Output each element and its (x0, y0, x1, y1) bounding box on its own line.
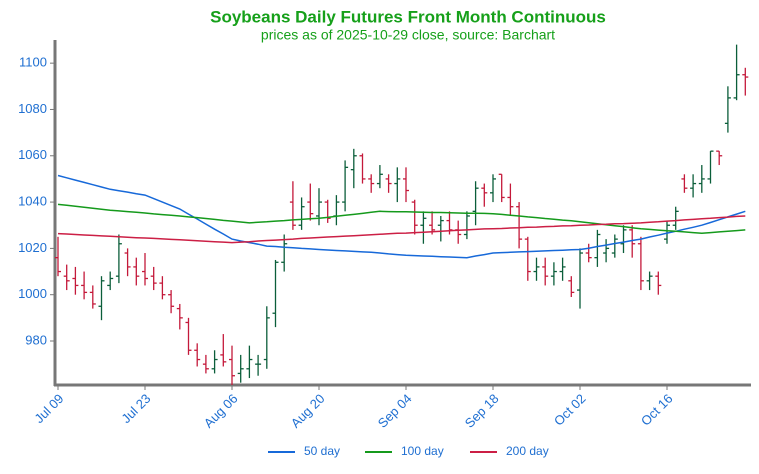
moving-average-line (57, 174, 746, 259)
chart-title: Soybeans Daily Futures Front Month Conti… (210, 7, 606, 26)
y-tick-label: 980 (25, 332, 47, 347)
y-tick-label: 1040 (18, 194, 47, 209)
legend-label: 200 day (506, 444, 549, 458)
y-tick-label: 1100 (19, 55, 47, 70)
x-tick-label: Jul 09 (31, 391, 66, 426)
moving-average-line (57, 215, 746, 244)
legend-label: 100 day (401, 444, 444, 458)
x-tick-label: Jul 23 (118, 391, 153, 426)
x-tick-label: Sep 18 (462, 391, 502, 431)
y-tick-label: 1080 (18, 101, 47, 116)
y-tick-label: 1020 (18, 240, 47, 255)
x-tick-label: Oct 02 (551, 391, 589, 429)
x-tick-label: Aug 06 (201, 391, 241, 431)
x-tick-label: Sep 04 (375, 391, 415, 431)
chart-subtitle: prices as of 2025-10-29 close, source: B… (261, 27, 555, 43)
x-tick-label: Aug 20 (288, 391, 328, 431)
legend-label: 50 day (304, 444, 340, 458)
y-tick-label: 1060 (18, 147, 47, 162)
y-tick-label: 1000 (18, 286, 47, 301)
moving-average-line (57, 203, 746, 235)
x-tick-label: Oct 16 (638, 391, 676, 429)
